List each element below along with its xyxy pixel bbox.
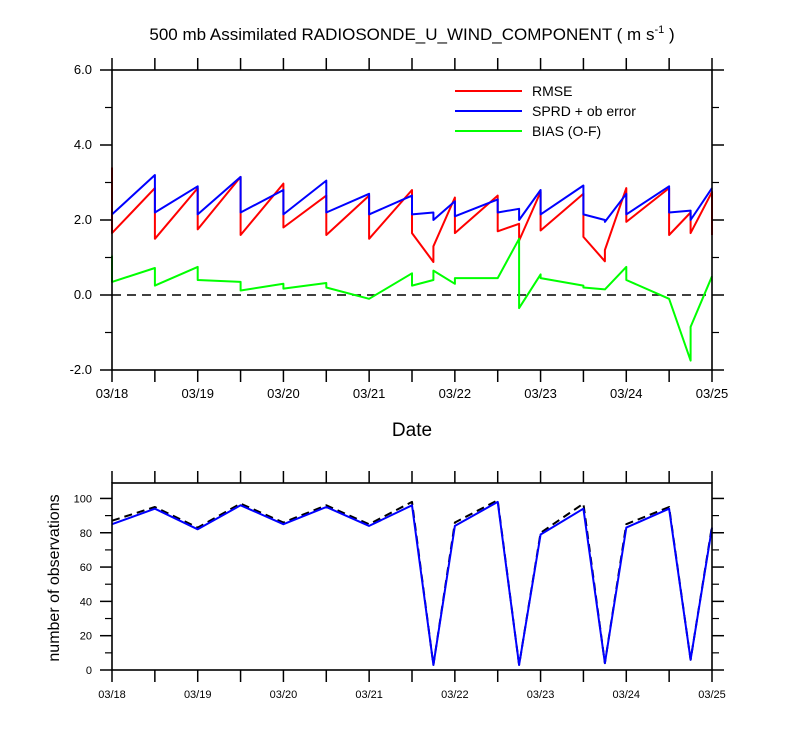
legend-label-bias: BIAS (O-F) (532, 123, 601, 139)
bottom-x-tick-label: 03/20 (270, 689, 298, 701)
top-x-tick-label: 03/19 (181, 386, 214, 401)
top-plot-area: 03/18 03/19 03/20 03/21 03/22 03/23 03/24 03/25… (70, 58, 729, 401)
top-x-tick-label: 03/21 (353, 386, 386, 401)
top-x-tick-label: 03/22 (439, 386, 472, 401)
bottom-y-tick-label: 40 (80, 596, 92, 608)
top-y-tick-label: 6.0 (74, 62, 92, 77)
bottom-plot-area: 03/18 03/19 03/20 03/21 03/22 03/23 03/24 03/25… (74, 471, 726, 701)
bottom-y-tick-label: 60 (80, 562, 92, 574)
top-x-tick-label: 03/20 (267, 386, 300, 401)
bottom-x-tick-label: 03/25 (698, 689, 726, 701)
top-chart-title: 500 mb Assimilated RADIOSONDE_U_WIND_COM… (149, 24, 674, 44)
bottom-y-tick-label: 20 (80, 631, 92, 643)
bottom-x-tick-label: 03/18 (98, 689, 126, 701)
top-y-tick-label: 0.0 (74, 287, 92, 302)
top-panel: 500 mb Assimilated RADIOSONDE_U_WIND_COM… (70, 24, 729, 441)
bottom-y-axis-label: number of observations (46, 494, 63, 661)
top-y-tick-label: 2.0 (74, 212, 92, 227)
legend-label-rmse: RMSE (532, 83, 572, 99)
legend: RMSE SPRD + ob error BIAS (O-F) (455, 83, 636, 139)
bottom-x-tick-label: 03/22 (441, 689, 469, 701)
bottom-y-tick-label: 80 (80, 528, 92, 540)
top-y-tick-label: 4.0 (74, 137, 92, 152)
bottom-x-tick-label: 03/19 (184, 689, 212, 701)
top-x-tick-label: 03/23 (524, 386, 557, 401)
bottom-x-tick-label: 03/21 (355, 689, 383, 701)
bottom-y-tick-label: 0 (86, 665, 92, 677)
bottom-x-tick-label: 03/23 (527, 689, 555, 701)
legend-label-sprd: SPRD + ob error (532, 103, 636, 119)
bottom-y-tick-label: 100 (74, 493, 92, 505)
top-y-tick-label: -2.0 (70, 362, 92, 377)
top-series-sprd-ob-error (111, 174, 713, 223)
bottom-series-observations-possible (111, 499, 713, 666)
bottom-series-observations-used (111, 500, 713, 666)
top-series-bias-o-f (111, 237, 713, 362)
bottom-panel: 03/18 03/19 03/20 03/21 03/22 03/23 03/24 03/25… (46, 471, 726, 701)
top-x-tick-label: 03/25 (696, 386, 729, 401)
top-x-tick-label: 03/18 (96, 386, 129, 401)
top-x-tick-label: 03/24 (610, 386, 643, 401)
top-x-axis-label: Date (392, 420, 432, 441)
bottom-x-tick-label: 03/24 (613, 689, 641, 701)
